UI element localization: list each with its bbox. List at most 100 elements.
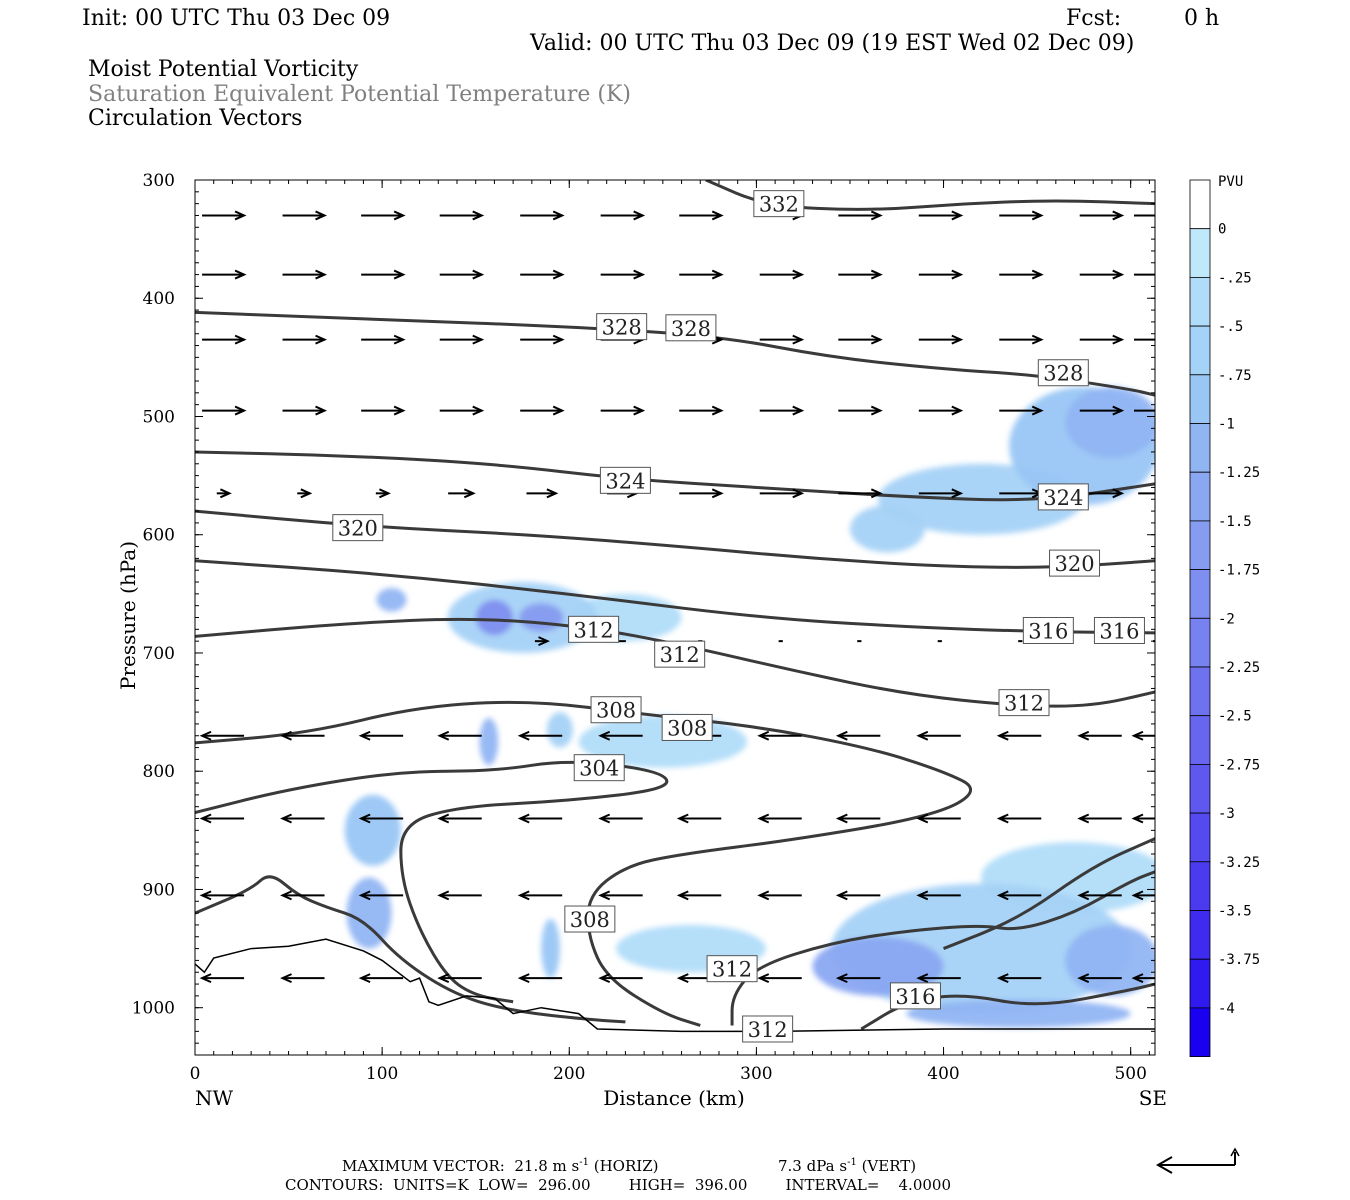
circulation-vector <box>679 405 724 416</box>
colorbar-swatch <box>1189 861 1211 911</box>
svg-text:316: 316 <box>1028 620 1068 644</box>
isentrope-312 <box>195 875 626 1024</box>
isentrope-316 <box>860 982 1155 1031</box>
svg-text:308: 308 <box>570 908 610 932</box>
circulation-vector <box>757 973 802 984</box>
contour-label: 312 <box>706 955 758 983</box>
circulation-vector <box>1077 973 1122 984</box>
circulation-vector <box>361 405 406 416</box>
contour-label: 316 <box>1093 617 1145 645</box>
circulation-vector <box>358 973 404 984</box>
colorbar-swatch <box>1189 423 1211 473</box>
circulation-vector <box>1077 730 1122 741</box>
colorbar-swatch <box>1189 764 1211 814</box>
colorbar-level: -3.75 <box>1218 952 1260 968</box>
x-end-label-nw: NW <box>195 1086 234 1110</box>
circulation-vector <box>282 334 328 345</box>
y-tick-label: 1000 <box>132 999 175 1019</box>
x-tick-label: 300 <box>740 1064 772 1084</box>
circulation-vector <box>1131 730 1155 741</box>
circulation-vector <box>439 269 485 280</box>
circulation-vector <box>282 210 328 221</box>
circulation-vector <box>996 973 1042 984</box>
circulation-vector <box>759 488 805 499</box>
circulation-vector <box>999 210 1044 221</box>
svg-text:316: 316 <box>1099 620 1139 644</box>
circulation-vector <box>361 210 406 221</box>
circulation-vector <box>216 488 232 499</box>
circulation-vector <box>437 813 482 824</box>
colorbar-swatch <box>1189 666 1211 717</box>
circulation-vector <box>598 973 643 984</box>
circulation-vector <box>520 334 565 345</box>
circulation-vector <box>1079 269 1125 280</box>
circulation-vector <box>361 334 406 345</box>
circulation-vector <box>361 269 406 280</box>
circulation-vector <box>526 488 559 499</box>
circulation-vector <box>835 813 881 824</box>
circulation-vector <box>199 730 245 741</box>
mpv-shading <box>344 386 1155 1028</box>
colorbar-level: -1 <box>1218 417 1235 433</box>
circulation-vector <box>600 269 646 280</box>
circulation-vector <box>534 636 550 647</box>
circulation-vector <box>1079 334 1125 345</box>
colorbar-level: -3.25 <box>1218 855 1260 871</box>
colorbar-level: -.5 <box>1218 319 1243 335</box>
mpv-region <box>479 718 499 766</box>
colorbar: PVU 0 -.25 -.5 -.75 -1 -1.25 -1.5 -1.75 -2 -2.25 -2… <box>1189 174 1260 1058</box>
circulation-vector <box>282 269 328 280</box>
colorbar-swatch <box>1189 812 1211 863</box>
mpv-region <box>546 712 574 748</box>
y-tick-label: 500 <box>143 407 175 427</box>
circulation-vector <box>437 890 482 901</box>
contour-label: 308 <box>564 905 616 933</box>
max-vector-text: MAXIMUM VECTOR: 21.8 m s <box>342 1157 580 1175</box>
vert-vector-note: 7.3 dPa s-1 (VERT) <box>778 1158 916 1174</box>
colorbar-swatch <box>1189 1007 1211 1058</box>
circulation-vector <box>999 405 1044 416</box>
circulation-vector <box>280 813 325 824</box>
circulation-vector <box>520 269 565 280</box>
circulation-vector <box>280 730 325 741</box>
svg-text:320: 320 <box>338 517 378 541</box>
circulation-vector <box>598 813 643 824</box>
circulation-vector <box>358 890 404 901</box>
circulation-vector <box>916 973 961 984</box>
circulation-vector <box>202 269 247 280</box>
colorbar-level: -.75 <box>1218 368 1252 384</box>
forecast-hour: 0 h <box>1184 6 1220 31</box>
svg-text:332: 332 <box>759 193 799 217</box>
circulation-vector <box>916 730 961 741</box>
circulation-vector <box>439 405 485 416</box>
contour-label: 304 <box>573 754 625 782</box>
circulation-vector <box>199 973 245 984</box>
mpv-region <box>1065 386 1155 458</box>
svg-text:312: 312 <box>748 1018 788 1042</box>
circulation-vector <box>996 890 1042 901</box>
circulation-vector <box>520 210 565 221</box>
circulation-vector <box>759 405 805 416</box>
y-axis-label: Pressure (hPa) <box>116 541 140 690</box>
circulation-vector <box>297 488 313 499</box>
terrain-surface <box>195 938 1155 1033</box>
mpv-region <box>518 603 564 632</box>
svg-text:328: 328 <box>1043 362 1083 386</box>
max-vector-exponent: -1 <box>579 1157 589 1168</box>
circulation-vector <box>1134 409 1155 412</box>
circulation-vector <box>1138 492 1155 495</box>
vert-vector-label: (VERT) <box>856 1157 917 1175</box>
y-tick-label: 600 <box>143 526 175 546</box>
circulation-vector <box>1134 214 1155 217</box>
circulation-vector <box>1131 890 1155 901</box>
circulation-vector <box>918 405 964 416</box>
colorbar-level: -4 <box>1218 1001 1235 1017</box>
circulation-vector <box>996 813 1042 824</box>
circulation-vector <box>598 730 643 741</box>
circulation-vector <box>838 405 883 416</box>
circulation-vector <box>199 813 245 824</box>
colorbar-swatch <box>1189 471 1211 522</box>
isentrope-312 <box>730 870 1155 1026</box>
isentrope-316 <box>195 559 1155 635</box>
circulation-vector <box>757 730 802 741</box>
